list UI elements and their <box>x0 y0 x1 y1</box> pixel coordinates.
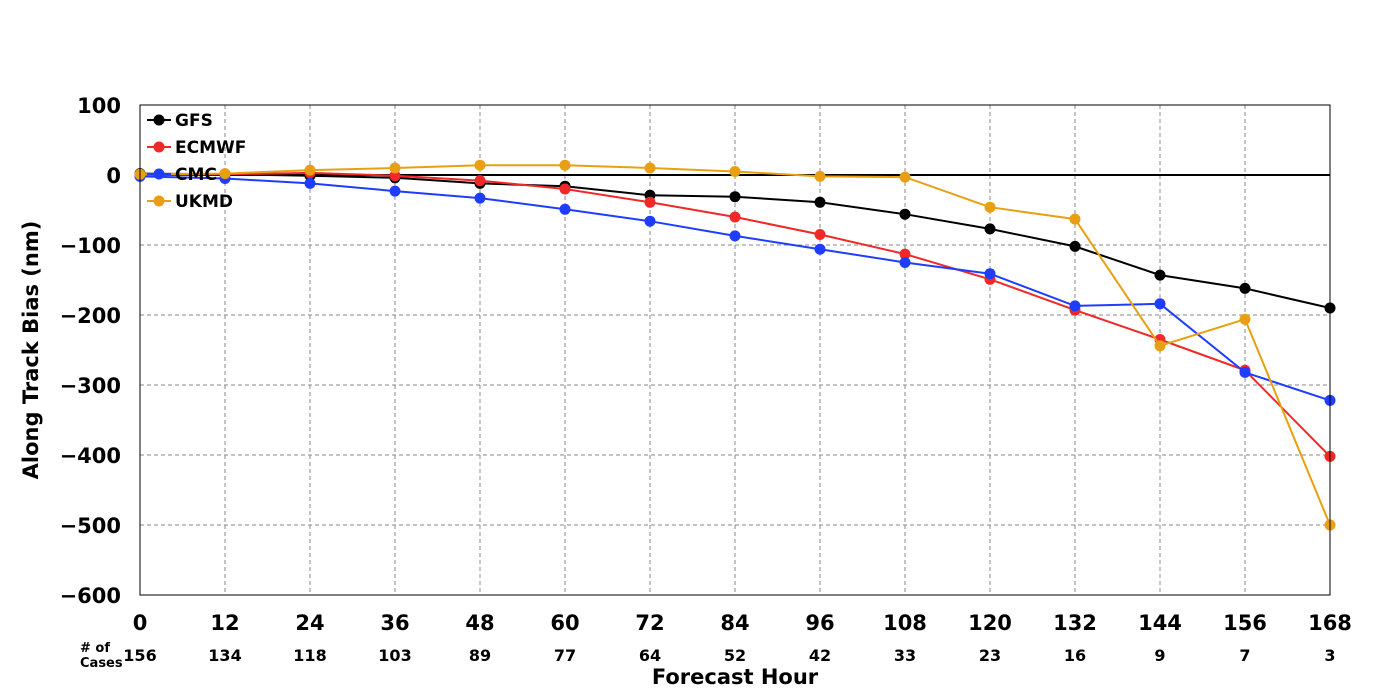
data-point-ukmd <box>389 162 401 174</box>
data-point-ukmd <box>984 201 996 213</box>
y-tick-label: 100 <box>77 94 121 118</box>
x-tick-label: 72 <box>635 611 664 635</box>
data-point-ukmd <box>559 159 571 171</box>
x-tick-label: 156 <box>1223 611 1267 635</box>
legend-marker-cmc <box>153 168 165 180</box>
legend-label-gfs: GFS <box>175 111 213 131</box>
legend-label-ecmwf: ECMWF <box>175 138 246 158</box>
y-tick-labels: 100 0 −100 −200 −300 −400 −500 −600 <box>60 94 121 608</box>
series-layer <box>134 159 1336 531</box>
data-point-gfs <box>814 196 826 208</box>
case-count: 7 <box>1239 646 1250 665</box>
data-point-cmc <box>644 215 656 227</box>
x-tick-label: 48 <box>465 611 494 635</box>
case-count: 16 <box>1064 646 1086 665</box>
y-tick-label: −500 <box>60 514 121 538</box>
cases-label-line: # of <box>80 641 110 656</box>
case-count: 23 <box>979 646 1001 665</box>
data-point-ukmd <box>814 170 826 182</box>
data-point-gfs <box>729 191 741 203</box>
x-tick-label: 120 <box>968 611 1012 635</box>
data-point-cmc <box>559 203 571 215</box>
y-tick-label: −300 <box>60 374 121 398</box>
data-point-ukmd <box>644 162 656 174</box>
case-count: 77 <box>554 646 576 665</box>
cases-label: # of Cases <box>80 641 123 671</box>
data-point-ecmwf <box>729 211 741 223</box>
y-axis-label: Along Track Bias (nm) <box>19 221 43 480</box>
data-point-cmc <box>389 185 401 197</box>
x-tick-label: 36 <box>380 611 409 635</box>
x-tick-label: 144 <box>1138 611 1182 635</box>
data-point-cmc <box>1154 298 1166 310</box>
data-point-ukmd <box>219 168 231 180</box>
data-point-cmc <box>814 243 826 255</box>
case-count: 3 <box>1324 646 1335 665</box>
data-point-ukmd <box>1154 340 1166 352</box>
y-tick-label: −100 <box>60 234 121 258</box>
legend: GFS ECMWF CMC UKMD <box>147 111 246 212</box>
data-point-ecmwf <box>389 170 401 182</box>
data-point-ukmd <box>729 166 741 177</box>
case-count: 156 <box>123 646 156 665</box>
data-point-ecmwf <box>644 196 656 208</box>
x-tick-label: 12 <box>210 611 239 635</box>
case-count: 42 <box>809 646 831 665</box>
y-tick-label: 0 <box>106 164 121 188</box>
data-point-cmc <box>984 268 996 280</box>
cases-row: 156 134 118 103 89 77 64 52 42 33 23 16 9 7 3 <box>123 646 1335 665</box>
case-count: 52 <box>724 646 746 665</box>
x-tick-label: 132 <box>1053 611 1097 635</box>
x-tick-labels: 0 12 24 36 48 60 72 84 96 108 120 132 144 156 168 <box>133 611 1352 635</box>
data-point-gfs <box>899 208 911 220</box>
y-tick-label: −400 <box>60 444 121 468</box>
data-point-cmc <box>474 192 486 204</box>
data-point-ecmwf <box>474 175 486 187</box>
legend-marker-gfs <box>153 114 165 126</box>
case-count: 134 <box>208 646 241 665</box>
case-count: 9 <box>1154 646 1165 665</box>
data-point-ukmd <box>474 159 486 171</box>
legend-marker-ukmd <box>153 195 165 207</box>
data-point-ecmwf <box>814 229 826 240</box>
data-point-ecmwf <box>899 248 911 260</box>
x-tick-label: 96 <box>805 611 834 635</box>
data-point-gfs <box>984 223 996 235</box>
legend-marker-ecmwf <box>153 141 165 153</box>
data-point-ukmd <box>1239 313 1251 325</box>
data-point-ukmd <box>304 164 316 176</box>
data-point-gfs <box>1154 269 1166 281</box>
data-point-cmc <box>1239 366 1251 378</box>
y-tick-label: −600 <box>60 584 121 608</box>
x-tick-label: 168 <box>1308 611 1352 635</box>
data-point-gfs <box>1239 282 1251 294</box>
case-count: 89 <box>469 646 491 665</box>
cases-label-line: Cases <box>80 656 123 671</box>
data-point-cmc <box>729 230 741 242</box>
case-count: 103 <box>378 646 411 665</box>
case-count: 118 <box>293 646 326 665</box>
x-tick-label: 0 <box>133 611 148 635</box>
case-count: 33 <box>894 646 916 665</box>
grid <box>140 105 1330 595</box>
legend-label-ukmd: UKMD <box>175 192 233 212</box>
data-point-ukmd <box>1069 213 1081 225</box>
case-count: 64 <box>639 646 661 665</box>
x-tick-label: 60 <box>550 611 579 635</box>
x-tick-label: 108 <box>883 611 927 635</box>
x-tick-label: 24 <box>295 611 324 635</box>
data-point-cmc <box>899 257 911 268</box>
data-point-cmc <box>304 177 316 189</box>
x-tick-label: 84 <box>720 611 749 635</box>
plot-frame <box>139 104 1331 596</box>
data-point-ecmwf <box>559 183 571 195</box>
data-point-cmc <box>1069 300 1081 312</box>
legend-label-cmc: CMC <box>175 165 217 185</box>
x-axis-label: Forecast Hour <box>652 665 819 689</box>
data-point-ukmd <box>899 171 911 183</box>
y-tick-label: −200 <box>60 304 121 328</box>
data-point-gfs <box>1069 240 1081 252</box>
